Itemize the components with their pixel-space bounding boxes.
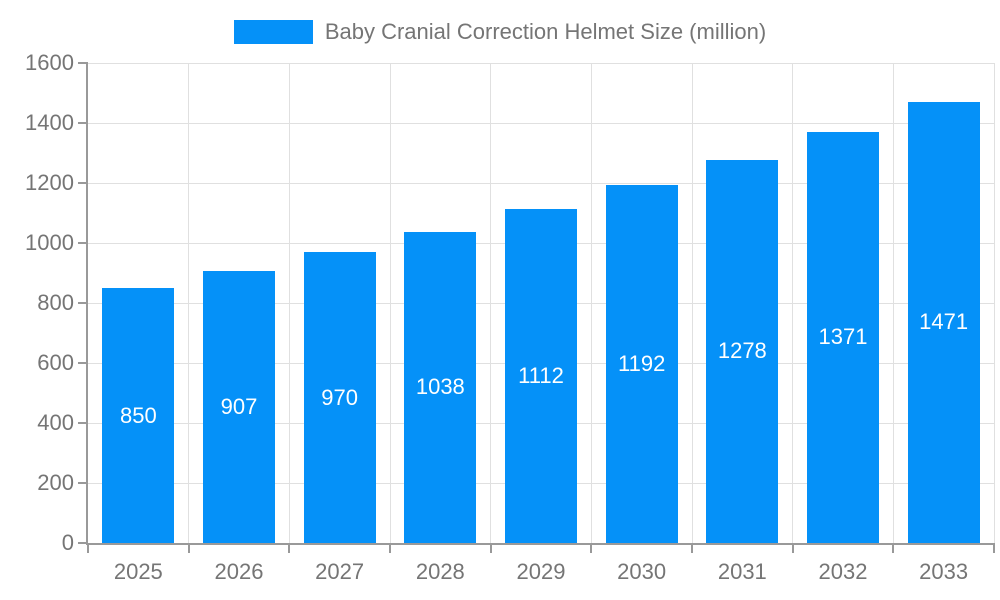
x-tick [87,543,89,553]
y-tick-label: 200 [37,470,74,495]
gridline-v [993,63,995,543]
gridline-h [88,182,994,184]
x-tick-label: 2031 [717,559,767,584]
x-axis-line [86,543,994,545]
bar-value-label: 1112 [518,363,564,389]
x-tick [993,543,995,553]
gridline-v [590,63,592,543]
bar [404,231,477,543]
bar [505,209,577,543]
legend-label: Baby Cranial Correction Helmet Size (mil… [324,19,767,44]
gridline-v [288,63,290,543]
gridline-h [88,62,994,64]
x-tick [389,543,391,553]
bar-value-label: 1471 [919,309,969,335]
bar-value-label: 1278 [717,338,767,364]
y-tick-label: 400 [37,410,74,435]
x-tick [892,543,895,553]
x-tick [187,543,190,553]
y-tick-label: 0 [61,530,74,555]
x-tick-label: 2025 [113,559,163,584]
bar [605,185,678,543]
bar [102,288,175,543]
bar-value-label: 907 [220,393,258,419]
x-tick [691,543,693,553]
gridline-h [88,122,994,124]
y-tick-label: 1600 [25,50,74,75]
y-tick-label: 1000 [25,230,74,255]
y-tick-label: 1400 [25,110,74,135]
y-tick [78,62,88,64]
bar-value-label: 850 [119,402,157,428]
y-tick [78,182,88,184]
x-tick-label: 2026 [214,559,264,584]
bar [706,159,779,543]
x-tick-label: 2030 [617,559,667,584]
y-tick [78,422,88,424]
bar [907,101,980,543]
y-tick [78,242,88,244]
y-tick [78,542,88,544]
gridline-v [389,63,391,543]
y-tick-label: 600 [37,350,74,375]
x-tick-label: 2027 [315,559,365,584]
y-tick [78,362,88,364]
y-tick-label: 800 [37,290,74,315]
bar-value-label: 1192 [618,351,666,377]
y-axis-line [86,63,88,543]
y-tick [78,482,88,484]
legend: Baby Cranial Correction Helmet Size (mil… [0,19,1000,44]
bar-value-label: 970 [321,384,359,410]
y-tick [78,302,88,304]
gridline-v [892,63,894,543]
y-tick [78,122,88,124]
x-tick-label: 2032 [818,559,868,584]
bar-value-label: 1038 [415,374,465,400]
gridline-v [691,63,693,543]
x-tick-label: 2029 [516,559,566,584]
gridline-v [792,63,794,543]
bar [303,252,376,543]
x-tick [489,543,492,553]
x-tick [791,543,794,553]
gridline-v [490,63,492,543]
x-tick-label: 2028 [415,559,465,584]
legend-swatch [233,20,313,44]
bar-value-label: 1371 [818,324,868,350]
x-tick [590,543,593,553]
y-tick-label: 1200 [25,170,74,195]
x-tick [288,543,291,553]
bar [203,270,275,543]
x-tick-label: 2033 [919,559,969,584]
bar [807,131,879,543]
gridline-v [188,63,190,543]
